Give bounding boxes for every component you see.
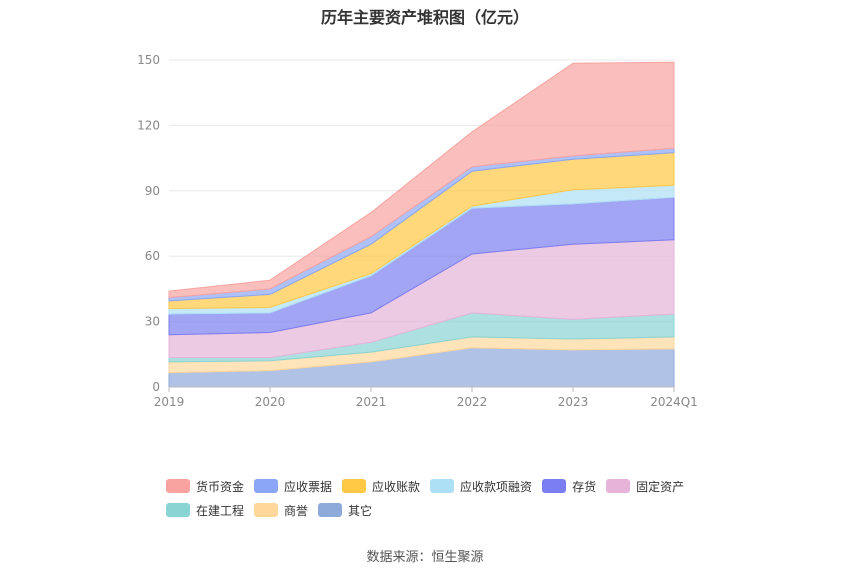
legend-label: 其它 <box>348 503 373 518</box>
legend-swatch <box>318 503 343 517</box>
legend-label: 商誉 <box>284 503 309 518</box>
x-tick-label: 2020 <box>255 395 286 409</box>
legend-swatch <box>342 479 367 493</box>
legend-item[interactable]: 存货 <box>542 478 596 495</box>
y-tick-label: 150 <box>137 53 160 67</box>
legend-item[interactable]: 固定资产 <box>606 478 684 495</box>
legend-swatch <box>606 479 631 493</box>
legend-swatch <box>166 503 190 517</box>
legend-item[interactable]: 在建工程 <box>166 502 244 519</box>
data-source: 数据来源：恒生聚源 <box>366 550 484 565</box>
legend-item[interactable]: 应收账款 <box>342 478 420 495</box>
legend-item[interactable]: 商誉 <box>254 502 308 519</box>
y-tick-label: 30 <box>145 315 160 329</box>
legend-item[interactable]: 其它 <box>318 502 372 519</box>
legend-label: 货币资金 <box>196 479 245 494</box>
legend-row: 货币资金 应收票据 应收账款 应收款项融资 存货 固定资产 <box>166 474 726 498</box>
x-tick-label: 2024Q1 <box>650 395 698 409</box>
legend-swatch <box>254 479 279 493</box>
legend-swatch <box>254 503 279 517</box>
x-tick-label: 2022 <box>457 395 488 409</box>
y-tick-label: 120 <box>137 118 160 132</box>
legend-row: 在建工程 商誉 其它 <box>166 498 726 522</box>
legend-label: 应收款项融资 <box>460 479 533 494</box>
chart-title: 历年主要资产堆积图（亿元） <box>320 8 529 27</box>
legend-label: 应收账款 <box>372 479 421 494</box>
x-tick-label: 2019 <box>154 395 185 409</box>
legend-swatch <box>542 479 567 493</box>
legend-item[interactable]: 货币资金 <box>166 478 244 495</box>
legend: 货币资金 应收票据 应收账款 应收款项融资 存货 固定资产 在建工程 商誉 其它 <box>166 474 726 522</box>
legend-label: 固定资产 <box>636 479 685 494</box>
y-tick-label: 0 <box>152 380 160 394</box>
legend-label: 应收票据 <box>284 479 333 494</box>
legend-item[interactable]: 应收票据 <box>254 478 332 495</box>
legend-swatch <box>430 479 455 493</box>
legend-label: 存货 <box>572 479 597 494</box>
y-tick-label: 90 <box>145 184 160 198</box>
x-tick-label: 2021 <box>356 395 387 409</box>
x-tick-label: 2023 <box>558 395 589 409</box>
legend-item[interactable]: 应收款项融资 <box>430 478 532 495</box>
legend-swatch <box>166 479 190 493</box>
y-tick-label: 60 <box>145 249 160 263</box>
legend-label: 在建工程 <box>196 503 245 518</box>
area-series <box>168 61 675 299</box>
